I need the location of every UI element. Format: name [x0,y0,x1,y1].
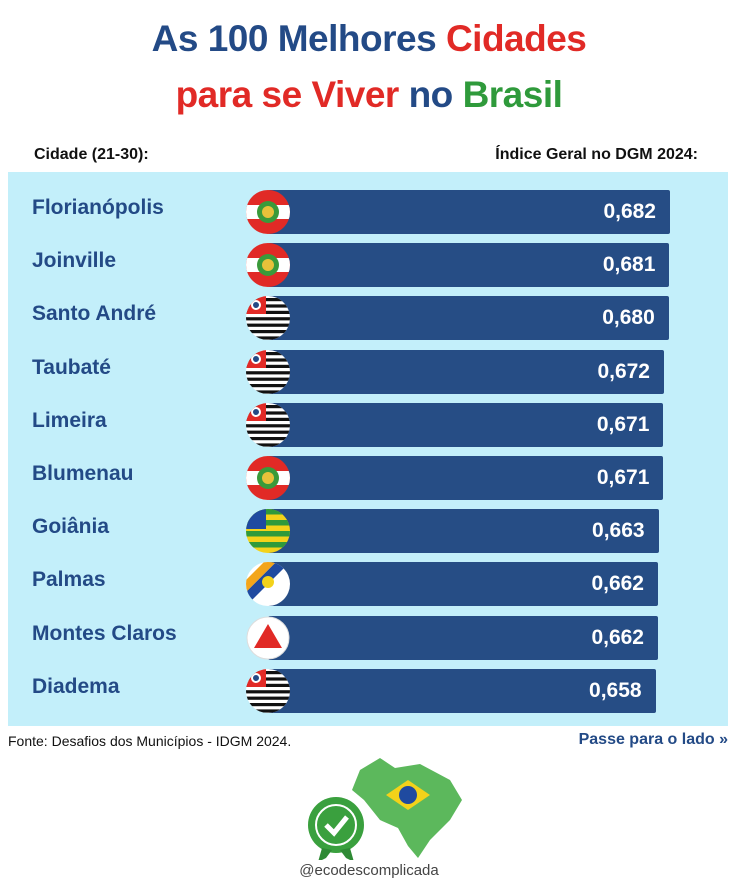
value-label: 0,662 [591,572,644,596]
title-part: no [408,74,463,115]
city-label: Goiânia [32,515,110,539]
bar: 0,663 [268,509,659,554]
bar: 0,681 [268,243,670,288]
index-column-header: Índice Geral no DGM 2024: [495,146,698,163]
city-label: Palmas [32,568,106,592]
brazil-badge-logo [308,758,462,860]
title-part: Cidades [445,18,587,59]
title-line-2: para se Viver no Brasil [0,74,738,116]
value-label: 0,672 [597,359,650,383]
ranking-panel: Florianópolis 0,682 Joinville 0,681 Sant… [8,172,728,726]
swipe-next-link[interactable]: Passe para o lado » [578,731,728,748]
value-label: 0,680 [602,306,655,330]
city-label: Blumenau [32,462,134,485]
city-label: Montes Claros [32,621,177,645]
city-column-header: Cidade (21-30): [34,146,149,163]
title-part: Brasil [462,74,563,115]
state-flag-sc-icon [246,190,290,234]
bar: 0,671 [268,456,664,500]
city-label: Joinville [32,249,117,273]
state-flag-sc-icon [246,243,290,288]
state-flag-go-icon [246,509,290,554]
title-part: As 100 Melhores [151,18,446,59]
city-label: Florianópolis [32,196,164,219]
city-label: Taubaté [32,355,111,379]
bar: 0,680 [268,296,669,341]
state-flag-sp-icon [246,668,290,713]
city-label: Limeira [32,408,107,432]
bar: 0,662 [268,615,658,660]
bar: 0,662 [268,562,658,607]
bar: 0,672 [268,349,664,394]
value-label: 0,671 [596,412,650,436]
social-handle: @ecodescomplicada [299,862,439,879]
value-label: 0,662 [591,625,644,649]
city-label: Diadema [32,674,120,698]
title-part: para se Viver [175,74,409,115]
title-line-1: As 100 Melhores Cidades [0,18,738,60]
state-flag-sp-icon [246,349,290,394]
bar: 0,671 [268,402,664,447]
state-flag-to-icon [246,562,290,607]
state-flag-sp-icon [246,296,290,341]
bar: 0,682 [268,190,670,234]
value-label: 0,682 [603,200,656,223]
state-flag-sc-icon [246,456,290,500]
city-label: Santo André [32,302,157,326]
value-label: 0,681 [602,253,656,277]
state-flag-mg-icon [246,616,290,660]
value-label: 0,658 [589,678,642,702]
source-note: Fonte: Desafios dos Municípios - IDGM 20… [8,733,292,749]
state-flag-sp-icon [246,402,290,447]
value-label: 0,671 [596,466,650,489]
bar: 0,658 [268,668,656,713]
value-label: 0,663 [592,519,645,543]
